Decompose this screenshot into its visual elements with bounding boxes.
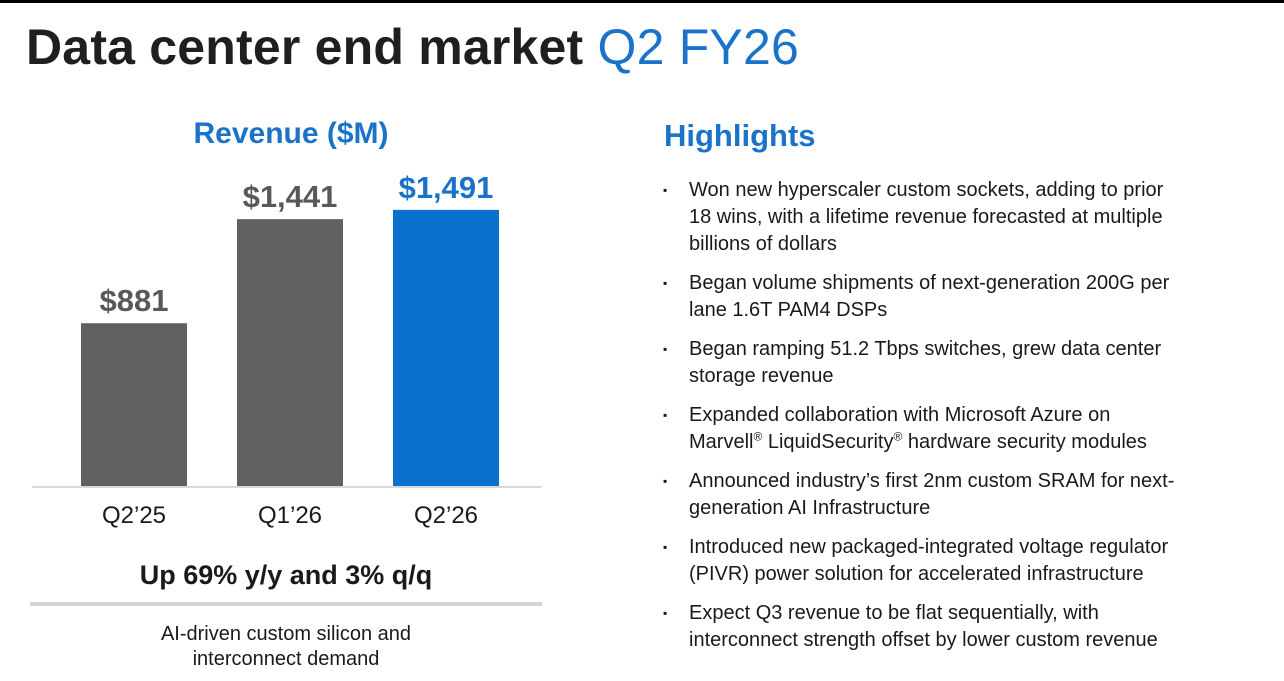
highlight-item: ▪ Began ramping 51.2 Tbps switches, grew…: [663, 336, 1263, 390]
highlight-item: ▪ Announced industry’s first 2nm custom …: [663, 468, 1263, 522]
highlight-item: ▪ Began volume shipments of next-generat…: [663, 270, 1263, 324]
bullet-icon: ▪: [663, 342, 668, 356]
highlights-title: Highlights: [664, 118, 816, 153]
bar-2: [393, 209, 499, 487]
bullet-icon: ▪: [663, 408, 668, 422]
highlights-list: ▪ Won new hyperscaler custom sockets, ad…: [663, 177, 1263, 666]
highlight-item: ▪ Won new hyperscaler custom sockets, ad…: [663, 177, 1263, 258]
registered-mark: ®: [753, 429, 763, 444]
chart-title: Revenue ($M): [193, 117, 389, 150]
growth-divider: [30, 602, 542, 606]
highlight-line: (PIVR) power solution for accelerated in…: [689, 563, 1144, 585]
bullet-icon: ▪: [663, 183, 668, 197]
title-main: Data center end market: [26, 19, 584, 75]
growth-headline: Up 69% y/y and 3% q/q: [139, 560, 433, 590]
title-accent: Q2 FY26: [597, 19, 799, 75]
bar-0: [81, 323, 187, 487]
highlight-line: Expanded collaboration with Microsoft Az…: [689, 404, 1111, 426]
bullet-icon: ▪: [663, 276, 668, 290]
brand-liquidsecurity: LiquidSecurity: [762, 431, 894, 453]
highlight-line: interconnect strength offset by lower cu…: [689, 629, 1158, 651]
highlight-item: ▪ Expect Q3 revenue to be flat sequentia…: [663, 600, 1263, 654]
bar-value-label: $1,491: [399, 170, 494, 205]
highlight-line: Marvell® LiquidSecurity® hardware securi…: [689, 429, 1263, 456]
highlight-line: Introduced new packaged-integrated volta…: [689, 536, 1169, 558]
highlight-item: ▪ Expanded collaboration with Microsoft …: [663, 402, 1263, 456]
x-tick-label: Q1’26: [258, 502, 322, 529]
brand-marvell: Marvell: [689, 431, 754, 453]
highlight-line: Expect Q3 revenue to be flat sequentiall…: [689, 602, 1099, 624]
bullet-icon: ▪: [663, 540, 668, 554]
x-tick-label: Q2’25: [102, 502, 166, 529]
growth-note: AI-driven custom silicon and interconnec…: [30, 622, 542, 672]
growth-note-line1: AI-driven custom silicon and: [160, 623, 412, 645]
highlight-line: Won new hyperscaler custom sockets, addi…: [689, 179, 1164, 201]
highlight-line: Began volume shipments of next-generatio…: [689, 272, 1170, 294]
bullet-icon: ▪: [663, 474, 668, 488]
registered-mark: ®: [893, 429, 903, 444]
bullet-icon: ▪: [663, 606, 668, 620]
slide-title: Data center end market Q2 FY26: [26, 18, 799, 76]
highlight-line: Announced industry’s first 2nm custom SR…: [689, 470, 1175, 492]
x-tick-label: Q2’26: [414, 502, 478, 529]
revenue-bar-chart: $881 Q2’25 $1,441 Q1’26 $1,491 Q2’26: [32, 170, 542, 529]
top-rule: [0, 0, 1284, 3]
highlight-line: 18 wins, with a lifetime revenue forecas…: [689, 206, 1163, 228]
highlight-item: ▪ Introduced new packaged-integrated vol…: [663, 534, 1263, 588]
highlight-line: storage revenue: [689, 365, 834, 387]
highlight-line: lane 1.6T PAM4 DSPs: [689, 299, 888, 321]
bar-value-label: $881: [100, 283, 169, 318]
growth-note-line2: interconnect demand: [192, 648, 380, 670]
highlight-line: billions of dollars: [689, 233, 837, 255]
bar-value-label: $1,441: [243, 179, 338, 214]
bar-1: [237, 219, 343, 487]
highlight-text: hardware security modules: [902, 431, 1147, 453]
highlight-line: generation AI Infrastructure: [689, 497, 931, 519]
highlight-line: Began ramping 51.2 Tbps switches, grew d…: [689, 338, 1162, 360]
